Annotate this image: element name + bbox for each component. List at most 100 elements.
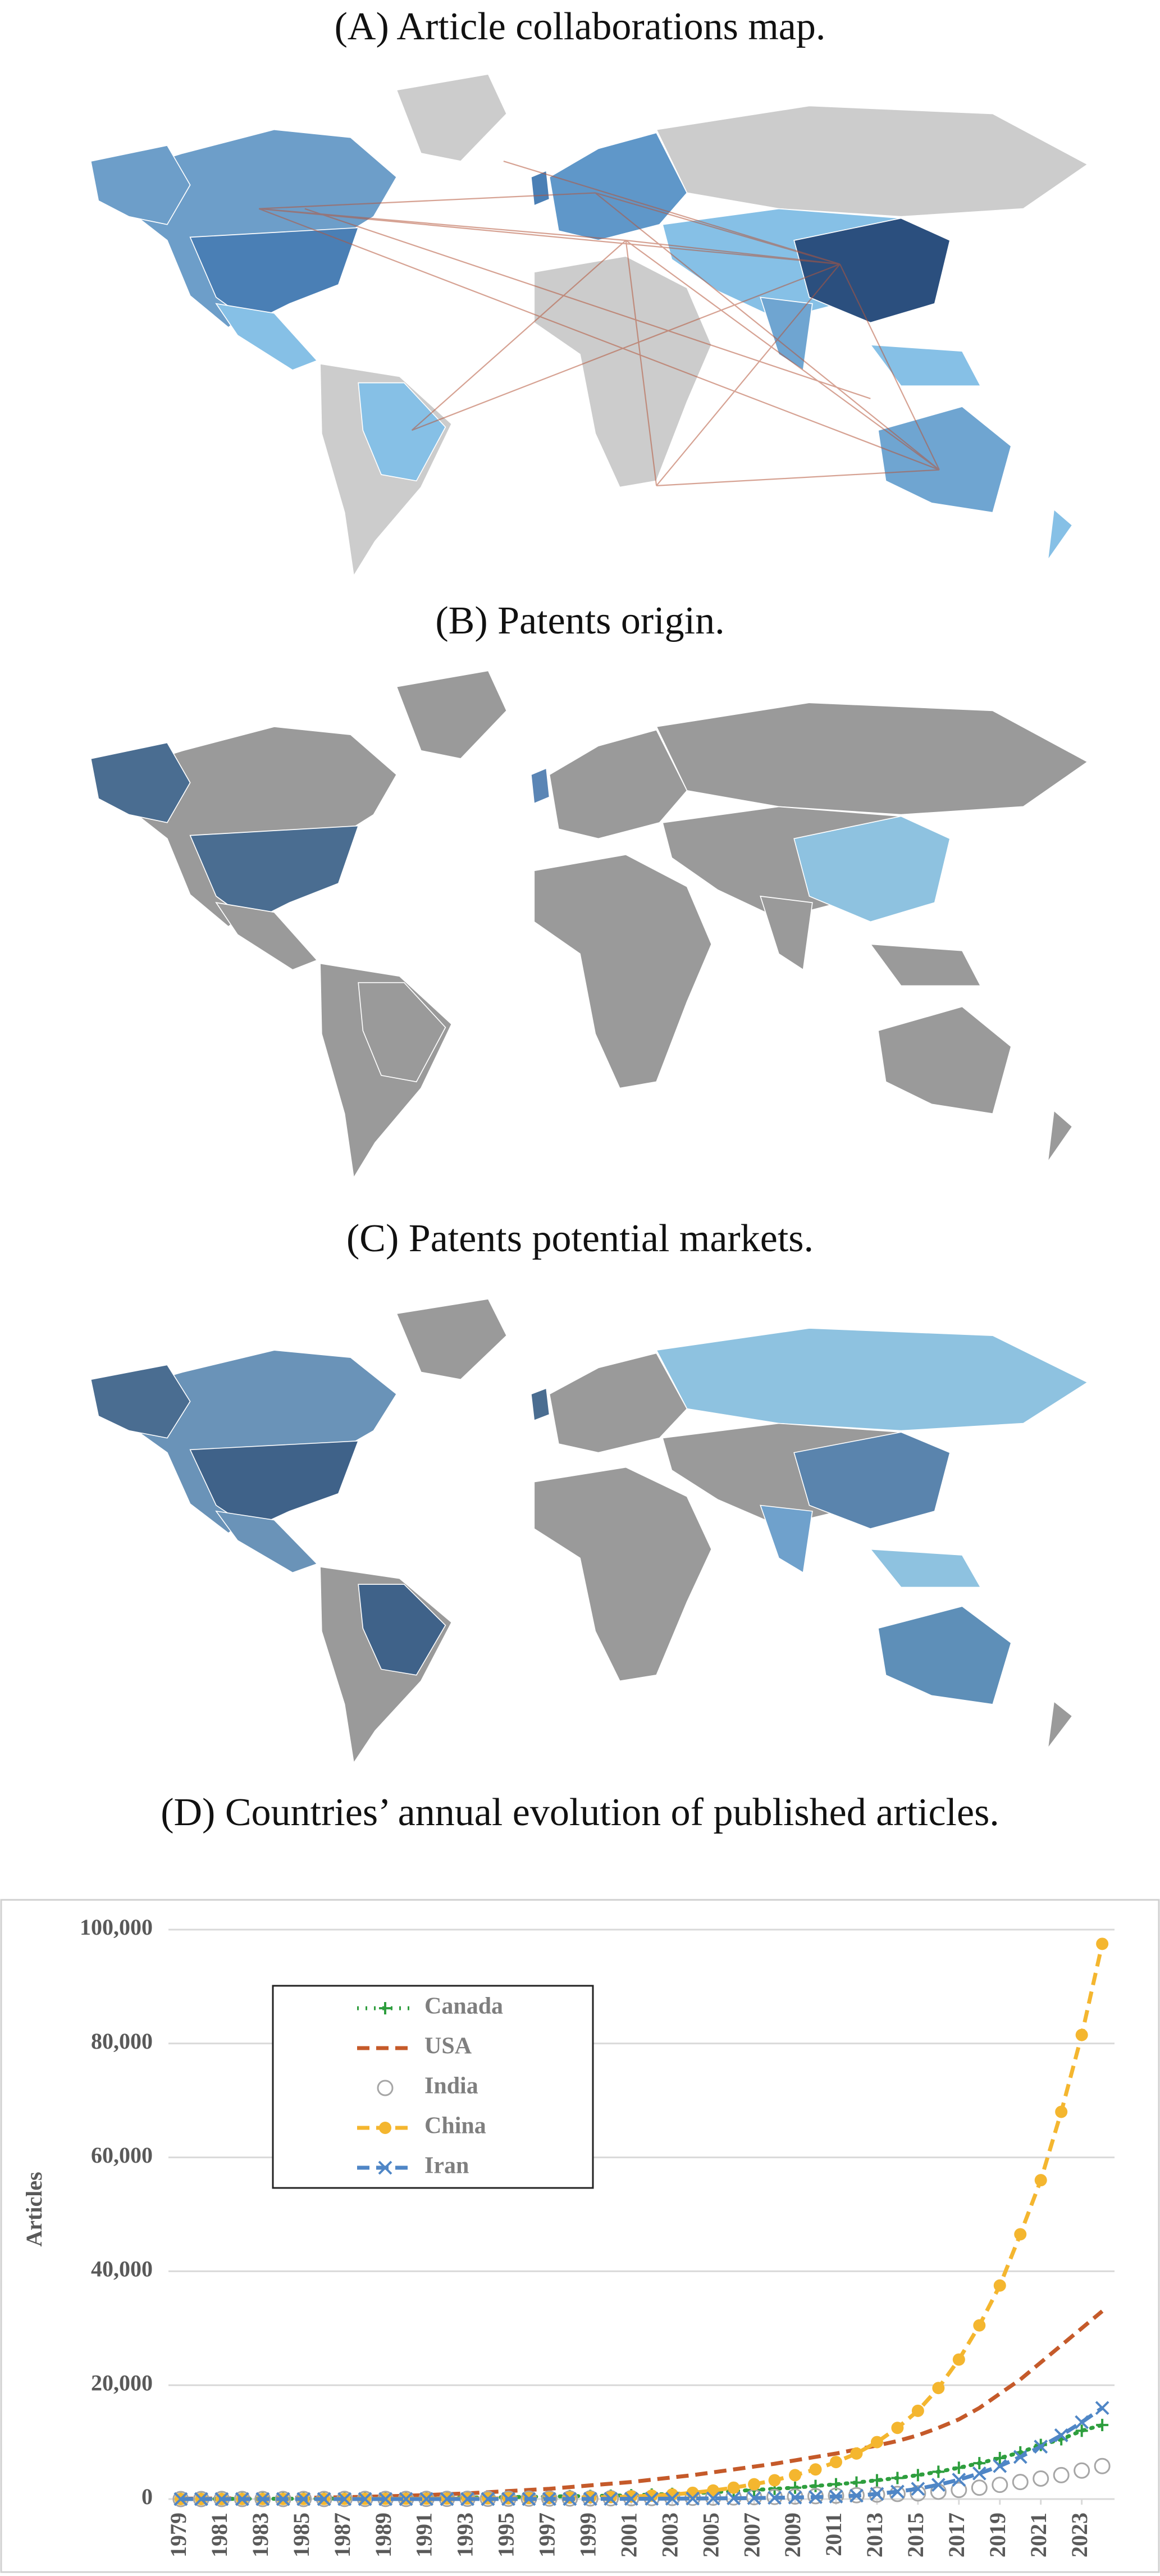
x-tick-label: 1985 xyxy=(289,2513,314,2557)
marker xyxy=(1034,2440,1048,2454)
y-tick-label: 60,000 xyxy=(91,2142,153,2168)
marker xyxy=(993,2451,1006,2464)
x-tick-label: 1983 xyxy=(248,2513,273,2557)
marker xyxy=(932,2382,945,2395)
marker xyxy=(358,2492,372,2506)
marker xyxy=(665,2491,679,2506)
legend-label: Iran xyxy=(424,2153,469,2179)
y-tick-label: 20,000 xyxy=(91,2370,153,2395)
marker xyxy=(973,2319,986,2332)
marker xyxy=(541,2490,558,2507)
marker xyxy=(214,2492,229,2506)
x-tick-label: 2009 xyxy=(780,2513,805,2557)
chart-title: (D) Countries’ annual evolution of publi… xyxy=(161,1791,999,1834)
marker xyxy=(563,2492,577,2506)
marker xyxy=(1096,2419,1109,2432)
marker xyxy=(501,2492,515,2506)
marker xyxy=(952,2353,965,2366)
marker xyxy=(890,2484,905,2499)
x-tick-label: 2005 xyxy=(698,2513,723,2557)
x-tick-label: 1989 xyxy=(371,2513,396,2557)
marker xyxy=(1013,2450,1027,2464)
marker xyxy=(911,2404,924,2417)
marker xyxy=(583,2492,597,2506)
x-tick-label: 1979 xyxy=(166,2513,191,2557)
legend-label: USA xyxy=(424,2034,472,2059)
legend-box xyxy=(272,1985,594,2189)
marker xyxy=(768,2491,782,2505)
x-tick-label: 2001 xyxy=(616,2513,641,2557)
marker xyxy=(481,2492,495,2506)
marker xyxy=(460,2492,474,2506)
panel-title: (C) Patents potential markets. xyxy=(346,1217,814,1260)
x-tick-label: 2015 xyxy=(903,2513,928,2557)
marker xyxy=(911,2482,925,2496)
x-tick-label: 2011 xyxy=(821,2513,846,2556)
marker xyxy=(604,2492,618,2506)
marker xyxy=(379,2122,391,2134)
marker xyxy=(624,2492,638,2506)
marker xyxy=(829,2490,843,2504)
marker xyxy=(1053,2466,1070,2483)
x-tick-label: 1993 xyxy=(453,2513,478,2557)
marker xyxy=(850,2488,864,2503)
marker xyxy=(399,2492,413,2506)
marker xyxy=(1055,2105,1068,2118)
markets-map xyxy=(90,1298,1088,1763)
marker xyxy=(973,2457,986,2470)
marker xyxy=(972,2466,987,2481)
marker xyxy=(768,2474,781,2487)
marker xyxy=(235,2492,249,2506)
marker xyxy=(377,2080,394,2096)
y-tick-label: 80,000 xyxy=(91,2028,153,2054)
marker xyxy=(255,2492,270,2506)
x-tick-label: 2021 xyxy=(1026,2513,1051,2557)
marker xyxy=(625,2490,638,2503)
marker xyxy=(952,2461,965,2474)
marker xyxy=(727,2481,740,2494)
legend-label: Canada xyxy=(424,1994,503,2019)
marker xyxy=(951,2482,967,2499)
marker xyxy=(1014,2228,1027,2241)
marker xyxy=(1094,2458,1111,2474)
x-tick-label: 1995 xyxy=(494,2513,519,2557)
marker xyxy=(828,2487,844,2504)
x-tick-label: 2013 xyxy=(862,2513,887,2557)
marker xyxy=(337,2492,352,2506)
marker xyxy=(706,2491,720,2506)
x-tick-label: 1991 xyxy=(412,2513,437,2557)
y-tick-label: 100,000 xyxy=(80,1914,153,1940)
marker xyxy=(1075,2424,1088,2437)
marker xyxy=(317,2492,331,2506)
y-axis-label: Articles xyxy=(21,2172,47,2246)
x-tick-label: 1999 xyxy=(575,2513,600,2557)
series-line xyxy=(180,2406,1104,2501)
x-tick-label: 2007 xyxy=(739,2513,764,2557)
marker xyxy=(1095,2401,1109,2415)
legend-label: India xyxy=(424,2073,478,2099)
marker xyxy=(932,2465,945,2478)
marker xyxy=(173,2492,188,2506)
marker xyxy=(789,2481,802,2494)
marker xyxy=(747,2491,761,2505)
marker xyxy=(440,2492,454,2506)
x-tick-label: 2017 xyxy=(944,2513,969,2557)
marker xyxy=(194,2492,208,2506)
origin-map xyxy=(90,670,1088,1179)
marker xyxy=(1034,2174,1047,2187)
marker xyxy=(911,2469,924,2482)
marker xyxy=(707,2484,720,2497)
legend-entry: USA xyxy=(357,2034,472,2059)
marker xyxy=(254,2491,271,2507)
panel-title: (B) Patents origin. xyxy=(435,599,724,642)
marker xyxy=(829,2456,842,2469)
marker xyxy=(870,2436,883,2449)
marker xyxy=(850,2447,863,2460)
marker xyxy=(870,2487,884,2501)
marker xyxy=(645,2492,659,2506)
marker xyxy=(561,2490,578,2507)
x-tick-label: 1997 xyxy=(535,2513,560,2557)
marker xyxy=(1096,1937,1109,1950)
marker xyxy=(419,2492,433,2506)
marker xyxy=(971,2479,988,2496)
